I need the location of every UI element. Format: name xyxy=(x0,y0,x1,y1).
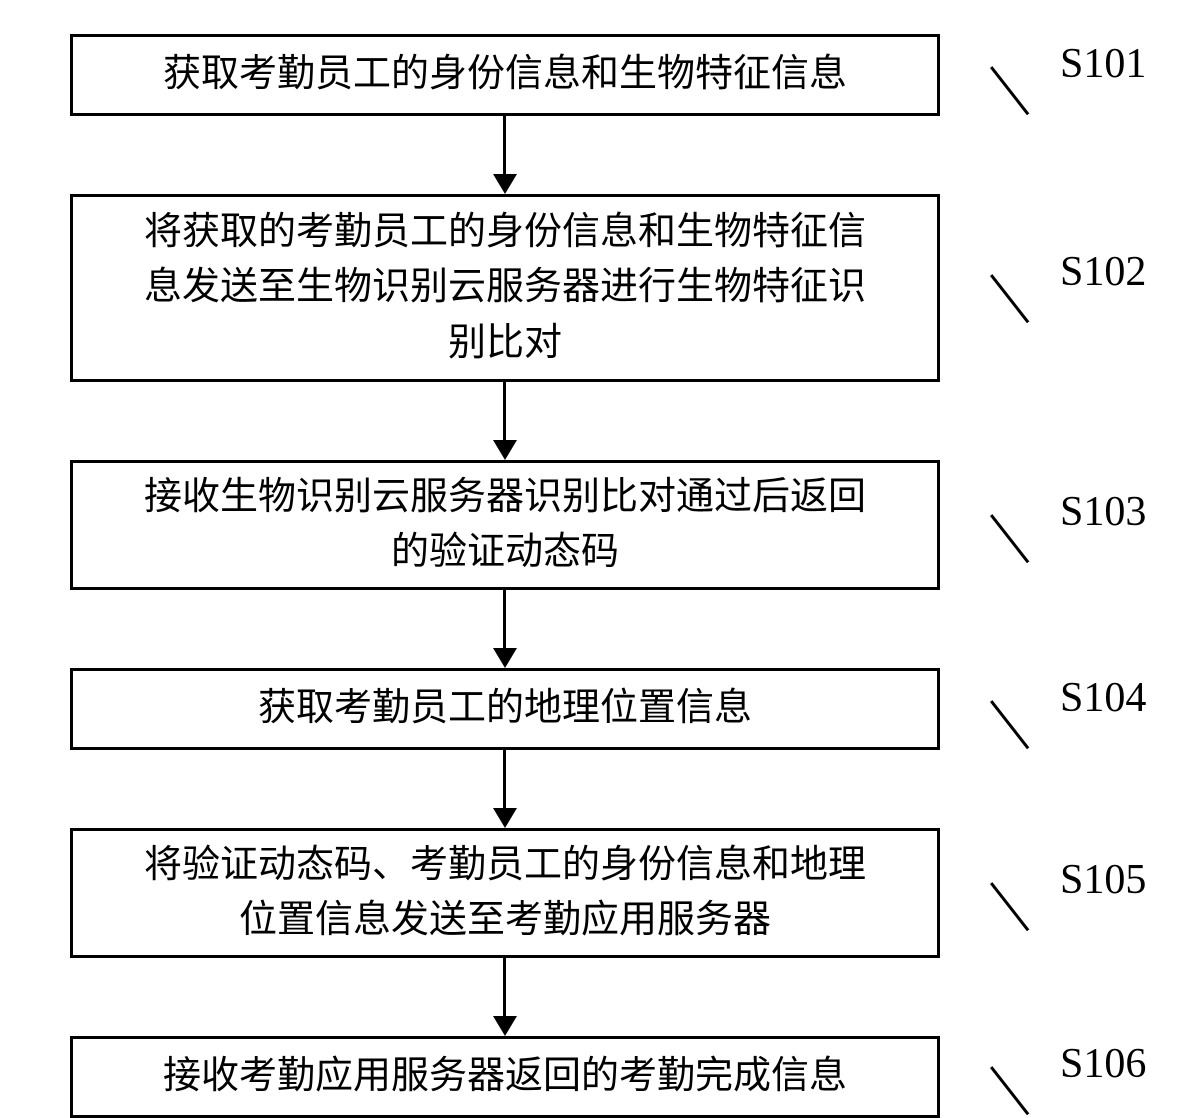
arrow-line-4 xyxy=(503,750,506,808)
arrow-head-4 xyxy=(493,808,517,828)
step-box-s101: 获取考勤员工的身份信息和生物特征信息 xyxy=(70,34,940,116)
step-text-s102: 将获取的考勤员工的身份信息和生物特征信 息发送至生物识别云服务器进行生物特征识 … xyxy=(140,205,870,370)
step-label-s101: S101 xyxy=(1060,40,1146,88)
label-connector-s103 xyxy=(990,514,1029,563)
label-connector-s105 xyxy=(990,882,1029,931)
label-connector-s106 xyxy=(990,1066,1029,1115)
step-label-s105: S105 xyxy=(1060,856,1146,904)
arrow-line-1 xyxy=(503,116,506,174)
arrow-head-3 xyxy=(493,648,517,668)
step-box-s104: 获取考勤员工的地理位置信息 xyxy=(70,668,940,750)
label-connector-s101 xyxy=(990,66,1029,115)
label-connector-s102 xyxy=(990,274,1029,323)
flowchart-canvas: 获取考勤员工的身份信息和生物特征信息 S101 将获取的考勤员工的身份信息和生物… xyxy=(0,0,1195,1113)
step-text-s101: 获取考勤员工的身份信息和生物特征信息 xyxy=(159,47,851,102)
arrow-head-5 xyxy=(493,1016,517,1036)
step-label-s102: S102 xyxy=(1060,248,1146,296)
step-label-s106: S106 xyxy=(1060,1040,1146,1088)
step-box-s102: 将获取的考勤员工的身份信息和生物特征信 息发送至生物识别云服务器进行生物特征识 … xyxy=(70,194,940,382)
arrow-head-1 xyxy=(493,174,517,194)
arrow-line-2 xyxy=(503,382,506,440)
step-label-s103: S103 xyxy=(1060,488,1146,536)
step-text-s105: 将验证动态码、考勤员工的身份信息和地理 位置信息发送至考勤应用服务器 xyxy=(140,838,870,948)
step-box-s103: 接收生物识别云服务器识别比对通过后返回 的验证动态码 xyxy=(70,460,940,590)
label-connector-s104 xyxy=(990,700,1029,749)
step-text-s103: 接收生物识别云服务器识别比对通过后返回 的验证动态码 xyxy=(140,470,870,580)
arrow-line-3 xyxy=(503,590,506,648)
step-box-s106: 接收考勤应用服务器返回的考勤完成信息 xyxy=(70,1036,940,1118)
arrow-head-2 xyxy=(493,440,517,460)
arrow-line-5 xyxy=(503,958,506,1016)
step-text-s106: 接收考勤应用服务器返回的考勤完成信息 xyxy=(159,1049,851,1104)
step-text-s104: 获取考勤员工的地理位置信息 xyxy=(254,681,756,736)
step-label-s104: S104 xyxy=(1060,674,1146,722)
step-box-s105: 将验证动态码、考勤员工的身份信息和地理 位置信息发送至考勤应用服务器 xyxy=(70,828,940,958)
